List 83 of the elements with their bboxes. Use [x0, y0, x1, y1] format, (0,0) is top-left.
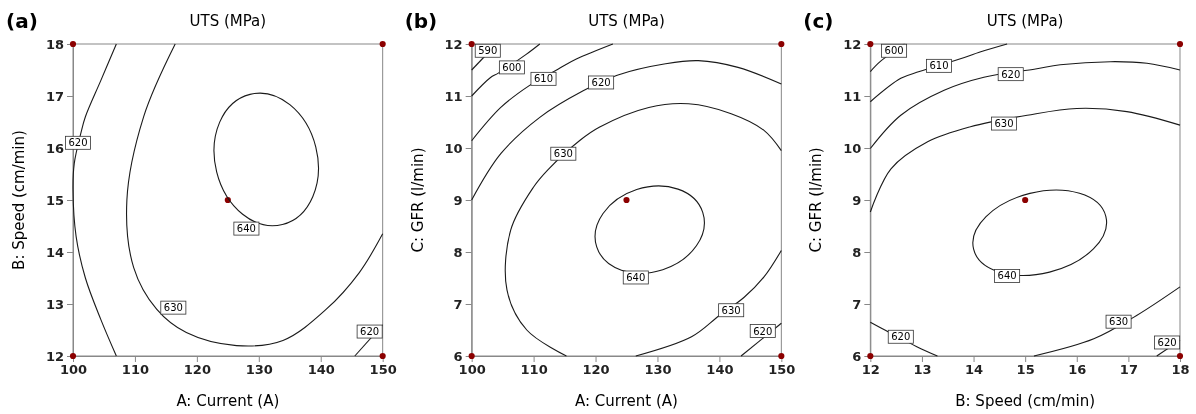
y-tick-label: 9 [852, 192, 862, 208]
y-tick-label: 15 [45, 192, 64, 208]
line-series [471, 43, 614, 142]
point [1176, 40, 1184, 48]
y-tick-label: 8 [852, 244, 862, 260]
y-tick-label: 10 [843, 140, 862, 156]
y-tick-label: 10 [444, 140, 463, 156]
x-tick-label: 140 [706, 362, 734, 378]
y-tick-label: 17 [45, 88, 64, 104]
y-tick-label: 7 [453, 296, 463, 312]
x-tick-label: 100 [59, 362, 88, 378]
y-tick-label: 12 [444, 36, 463, 52]
line-series [869, 61, 1181, 150]
x-tick-label: 18 [1171, 362, 1190, 378]
line-series [126, 43, 384, 347]
x-tick-label: 130 [245, 362, 273, 378]
annotation: 620 [1001, 68, 1021, 80]
y-tick-label: 18 [45, 36, 64, 52]
line-series [471, 60, 782, 201]
y-tick-label: 14 [45, 244, 64, 260]
y-tick-label: 6 [852, 348, 862, 364]
text: (b) [404, 9, 438, 33]
y-tick-label: 11 [444, 88, 463, 104]
y-tick-label: 7 [852, 296, 862, 312]
text: (c) [803, 9, 834, 33]
annotation: 640 [997, 270, 1017, 282]
x-tick-label: 100 [458, 362, 486, 378]
y-tick-label: 11 [843, 88, 862, 104]
chart-title: UTS (MPa) [189, 12, 267, 30]
x-tick-label: 14 [965, 362, 984, 378]
annotation: 640 [236, 223, 256, 235]
annotation: 620 [591, 76, 611, 88]
point [379, 40, 386, 48]
annotation: 620 [68, 137, 88, 149]
point [623, 196, 630, 204]
annotation: 610 [929, 60, 949, 72]
y-tick-label: 8 [453, 244, 463, 260]
y-tick-label: 16 [45, 140, 64, 156]
chart-title: UTS (MPa) [986, 12, 1064, 30]
annotation: 620 [891, 331, 911, 343]
point [867, 40, 874, 48]
y-tick-label: 13 [45, 296, 64, 312]
y-tick-label: 12 [45, 348, 64, 364]
annotation: 620 [360, 326, 380, 338]
x-tick-label: 130 [644, 362, 672, 378]
annotation: 600 [502, 61, 522, 73]
y-tick-label: 9 [453, 192, 463, 208]
annotation: 630 [163, 302, 183, 314]
x-axis-title: B: Speed (cm/min) [955, 392, 1096, 410]
line-series [869, 107, 1181, 213]
point [1022, 196, 1029, 204]
x-axis-title: A: Current (A) [176, 392, 280, 410]
y-tick-label: 12 [843, 36, 862, 52]
annotation: 600 [884, 45, 904, 57]
line-series [1033, 286, 1181, 357]
annotation: 640 [626, 271, 646, 283]
annotation: 630 [721, 304, 741, 316]
annotation: 630 [1109, 316, 1129, 328]
x-tick-label: 110 [121, 362, 149, 378]
y-axis-title: B: Speed (cm/min) [10, 130, 28, 270]
x-tick-label: 150 [768, 362, 796, 378]
annotation: 630 [994, 118, 1014, 130]
annotation: 610 [533, 73, 554, 85]
y-tick-label: 6 [453, 348, 463, 364]
x-axis-title: A: Current (A) [575, 392, 678, 410]
x-tick-label: 120 [582, 362, 610, 378]
x-tick-label: 140 [307, 362, 335, 378]
annotation: 620 [753, 325, 773, 337]
chart-title: UTS (MPa) [588, 12, 665, 30]
x-tick-label: 17 [1119, 362, 1138, 378]
annotation: 630 [553, 148, 573, 160]
x-tick-label: 150 [369, 362, 397, 378]
y-axis-title: C: GFR (l/min) [807, 147, 826, 253]
y-axis-title: C: GFR (l/min) [408, 147, 427, 253]
annotation: 620 [1157, 336, 1177, 348]
x-tick-label: 15 [1016, 362, 1035, 378]
x-tick-label: 110 [520, 362, 548, 378]
x-tick-label: 120 [183, 362, 211, 378]
text: (a) [6, 9, 38, 33]
point [778, 40, 785, 48]
x-tick-label: 13 [913, 362, 932, 378]
annotation: 590 [478, 45, 498, 57]
x-tick-label: 16 [1068, 362, 1087, 378]
